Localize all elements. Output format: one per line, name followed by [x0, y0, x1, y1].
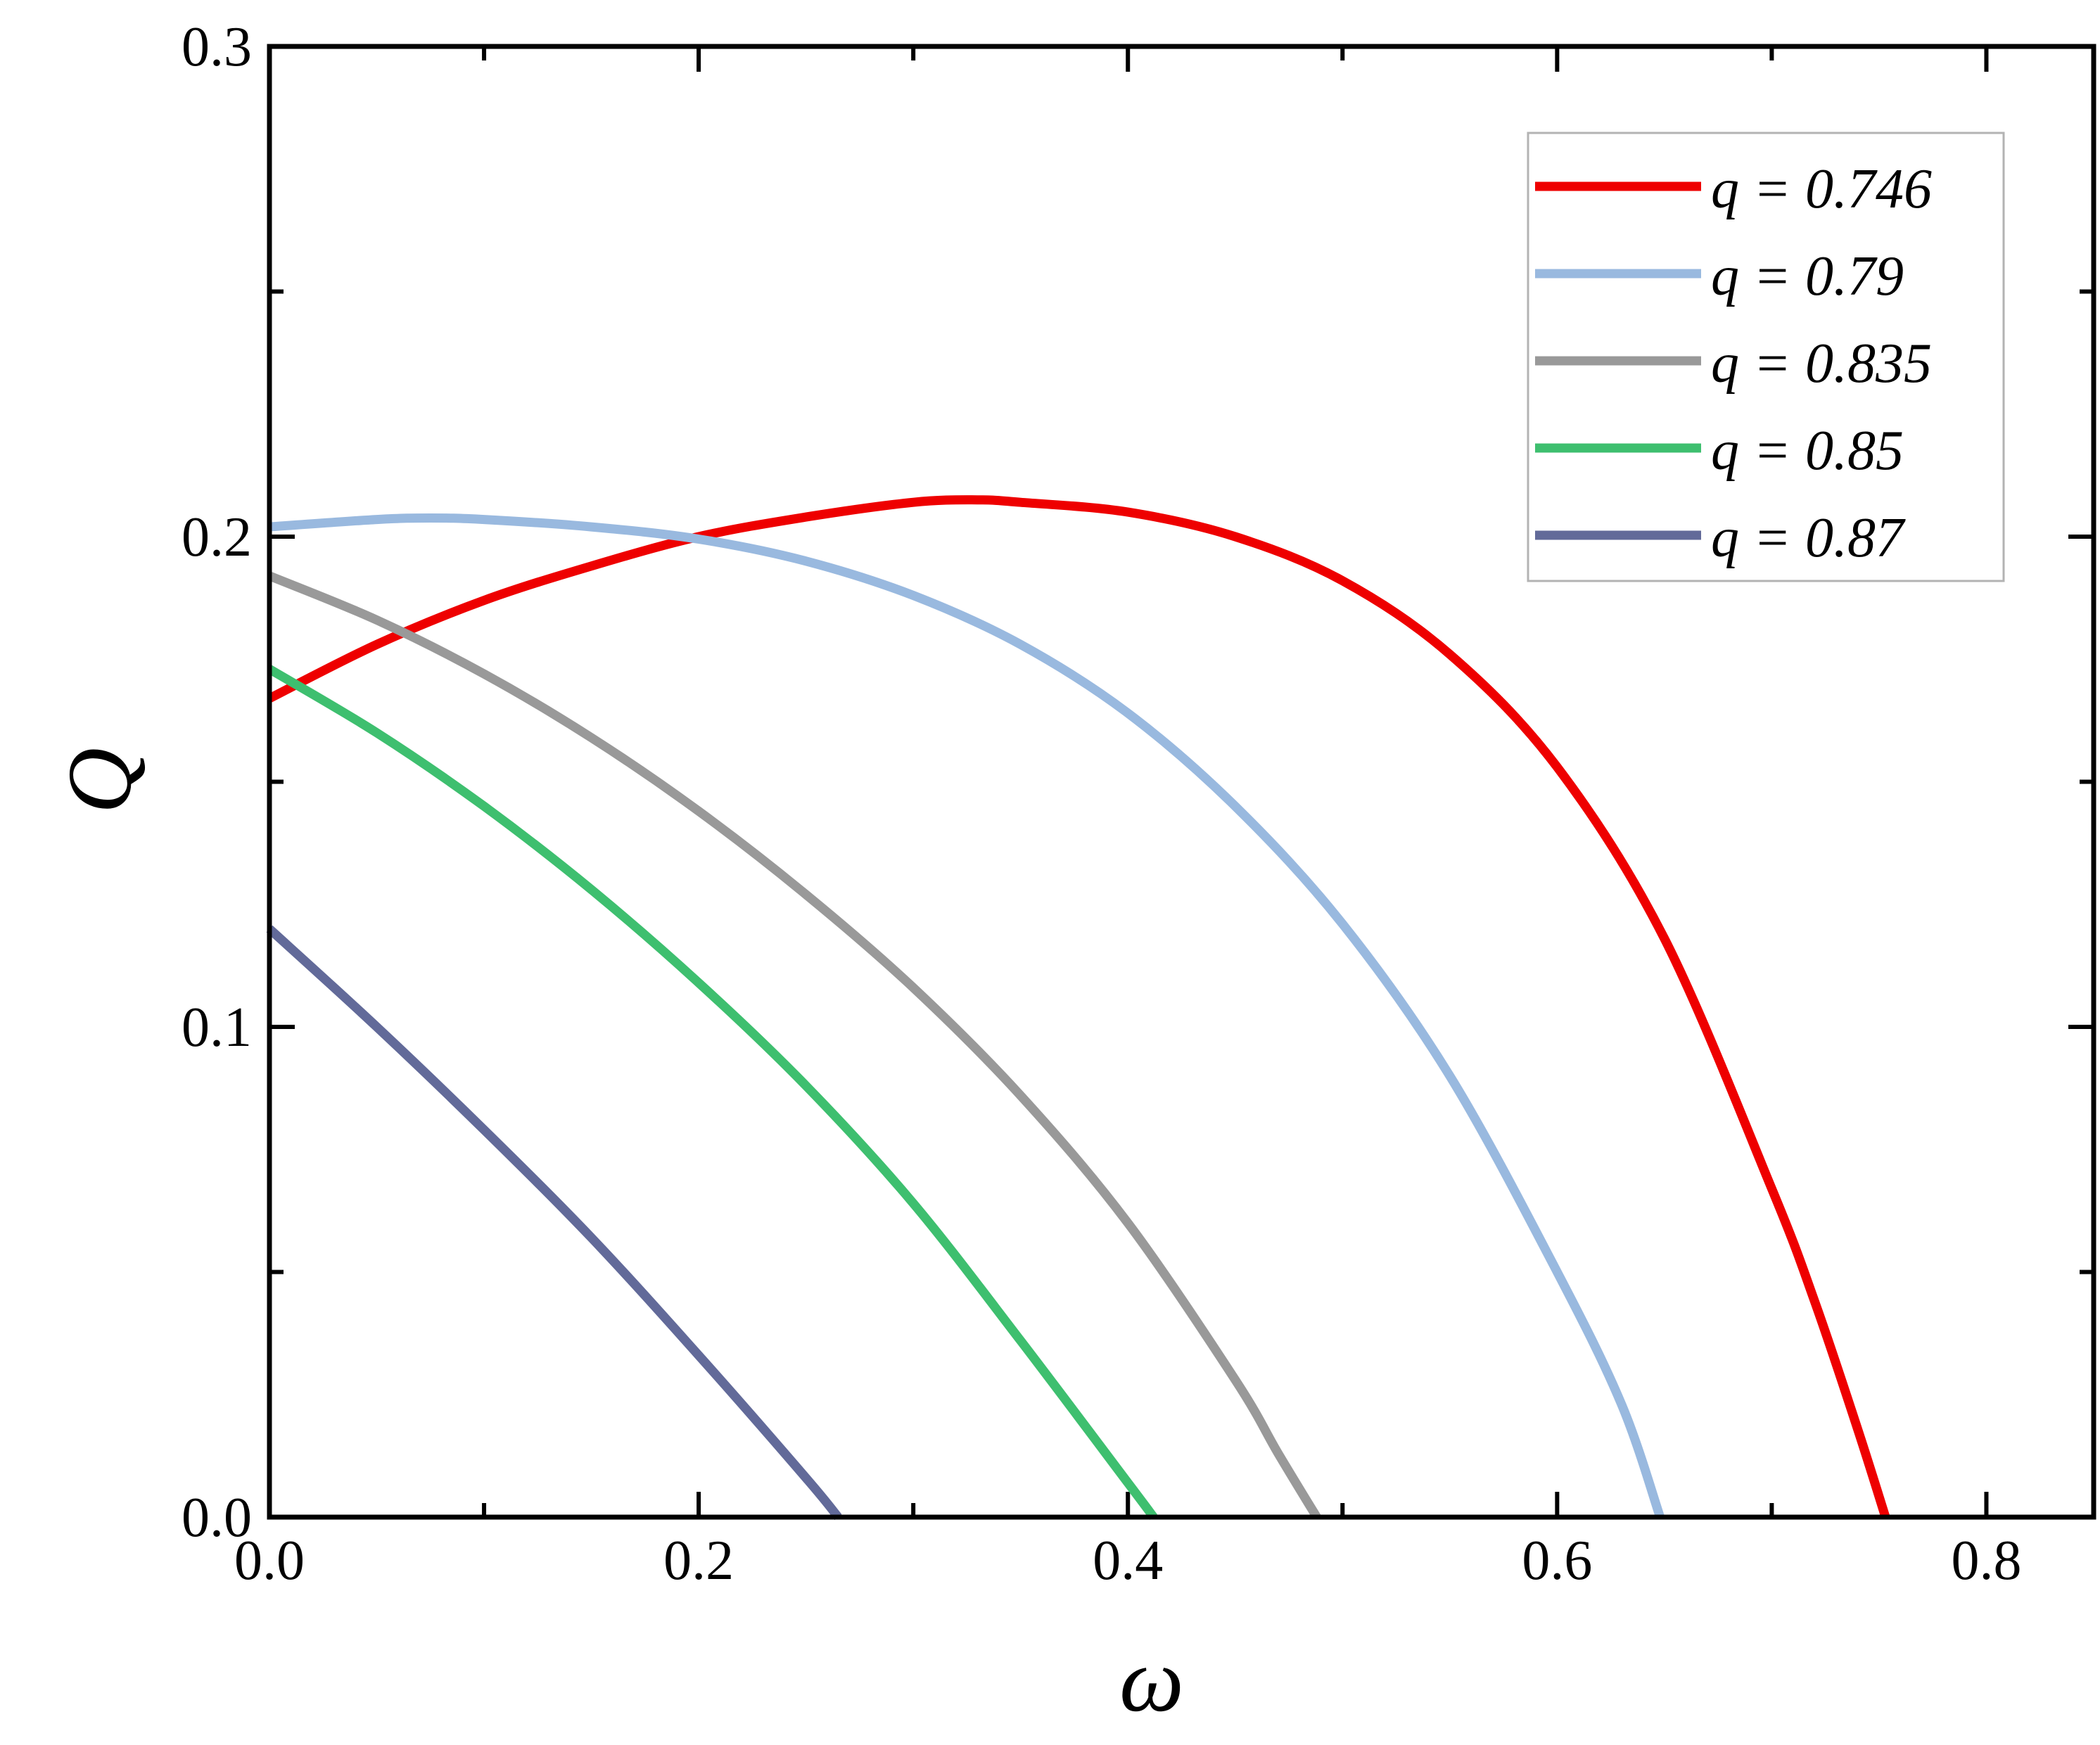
- plot-frame: [267, 44, 2096, 1520]
- legend-label-1: q = 0.79: [1711, 245, 1904, 307]
- y-tick-label: 0.1: [182, 997, 252, 1059]
- y-tick-label: 0.2: [182, 506, 252, 568]
- x-tick-label: 0.6: [1522, 1530, 1592, 1592]
- y-tick-label: 0.0: [182, 1487, 252, 1549]
- x-axis-title: ω: [1119, 1630, 1184, 1731]
- series-layer: [266, 495, 1890, 1521]
- y-axis-title: Q: [49, 748, 151, 814]
- x-tick-label: 0.0: [234, 1530, 305, 1592]
- legend-label-2: q = 0.835: [1711, 333, 1932, 395]
- series-line-0: [267, 495, 1890, 1519]
- series-line-3: [267, 665, 1157, 1520]
- legend-label-0: q = 0.746: [1711, 158, 1932, 220]
- x-tick-label: 0.8: [1951, 1530, 2021, 1592]
- legend: q = 0.746 q = 0.79 q = 0.835 q = 0.85 q = 0.…: [1527, 132, 2005, 582]
- series-line-4: [266, 925, 842, 1521]
- tick-labels: 0.0 0.2 0.4 0.6 0.8 0.0 0.1 0.2 0.3: [182, 16, 2021, 1592]
- legend-label-3: q = 0.85: [1711, 420, 1904, 482]
- x-tick-label: 0.4: [1093, 1530, 1163, 1592]
- series-line-1: [269, 513, 1665, 1519]
- x-tick-label: 0.2: [663, 1530, 734, 1592]
- y-tick-label: 0.3: [182, 16, 252, 78]
- legend-label-4: q = 0.87: [1711, 507, 1906, 569]
- series-line-2: [267, 571, 1321, 1520]
